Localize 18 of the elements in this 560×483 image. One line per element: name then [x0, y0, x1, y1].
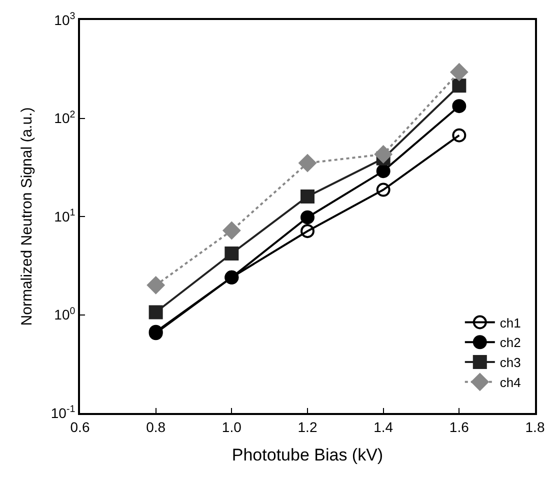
- y-tick-label: 10$^{3}$: [54, 11, 76, 28]
- x-tick-label: 0.6: [70, 418, 90, 435]
- y-tick-label: 10$^{-1}$: [50, 404, 76, 421]
- legend-label: ch1: [500, 315, 521, 330]
- x-tick-label: 1.2: [298, 418, 318, 435]
- legend-label: ch3: [500, 355, 521, 370]
- y-axis-title: Normalized Neutron Signal (a.u.): [18, 107, 36, 326]
- x-tick-label: 1.4: [374, 418, 394, 435]
- x-tick-label: 1.0: [222, 418, 242, 435]
- y-tick-label: 10$^{2}$: [54, 109, 76, 126]
- x-tick-label: 1.8: [525, 418, 545, 435]
- x-tick-label: 0.8: [146, 418, 166, 435]
- x-axis-title: Phototube Bias (kV): [232, 446, 384, 465]
- y-tick-label: 10$^{0}$: [54, 306, 76, 323]
- x-tick-label: 1.6: [449, 418, 470, 435]
- legend-label: ch4: [500, 375, 521, 390]
- y-tick-label: 10$^{1}$: [54, 208, 76, 224]
- legend-label: ch2: [500, 335, 521, 350]
